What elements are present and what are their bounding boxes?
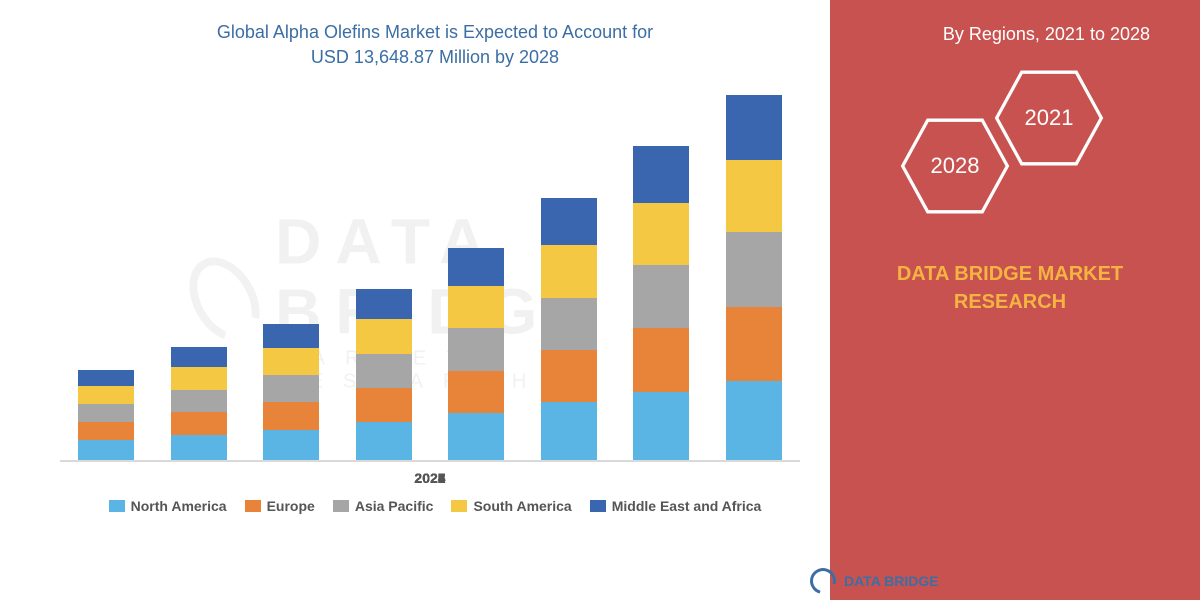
segment-south-america <box>356 319 412 353</box>
segment-north-america <box>171 435 227 460</box>
x-axis-line <box>60 460 800 462</box>
bar-stack <box>541 198 597 460</box>
segment-south-america <box>171 367 227 390</box>
bar-stack <box>633 146 689 460</box>
brand-text: DATA BRIDGE MARKET RESEARCH <box>880 260 1140 316</box>
segment-europe <box>356 388 412 422</box>
segment-middle-east-and-africa <box>78 370 134 386</box>
x-labels-container: 20212022202320242025202620272028 <box>60 464 800 490</box>
segment-south-america <box>541 245 597 297</box>
legend-label: South America <box>473 498 571 514</box>
legend-item-europe: Europe <box>245 498 315 514</box>
bar-2023 <box>256 324 326 461</box>
legend-label: North America <box>131 498 227 514</box>
segment-north-america <box>726 381 782 461</box>
segment-north-america <box>448 413 504 460</box>
segment-north-america <box>263 430 319 461</box>
chart-title-line2: USD 13,648.87 Million by 2028 <box>311 47 559 67</box>
legend-label: Europe <box>267 498 315 514</box>
legend-item-middle-east-and-africa: Middle East and Africa <box>590 498 762 514</box>
bar-2024 <box>349 289 419 461</box>
legend: North America Europe Asia Pacific South Ame… <box>60 498 810 514</box>
segment-south-america <box>633 203 689 265</box>
segment-middle-east-and-africa <box>448 248 504 286</box>
legend-label: Middle East and Africa <box>612 498 762 514</box>
bars-container <box>60 80 800 460</box>
bar-stack <box>356 289 412 461</box>
legend-swatch <box>333 500 349 512</box>
root: DATA BRIDGE MARKET RESEARCH Global Alpha… <box>0 0 1200 600</box>
segment-north-america <box>356 422 412 460</box>
segment-south-america <box>448 286 504 329</box>
segment-middle-east-and-africa <box>541 198 597 245</box>
segment-north-america <box>541 402 597 460</box>
segment-asia-pacific <box>633 265 689 328</box>
hexagon-graphic: 2028 2021 <box>890 70 1150 270</box>
segment-europe <box>78 422 134 440</box>
segment-europe <box>541 350 597 402</box>
segment-north-america <box>78 440 134 460</box>
legend-item-asia-pacific: Asia Pacific <box>333 498 434 514</box>
bar-stack <box>78 370 134 460</box>
footer-logo-text: DATA BRIDGE <box>844 573 939 589</box>
hex-label-b: 2021 <box>1025 105 1074 131</box>
legend-swatch <box>109 500 125 512</box>
segment-south-america <box>78 386 134 404</box>
brand-line2: RESEARCH <box>954 291 1066 313</box>
segment-europe <box>633 328 689 391</box>
segment-europe <box>263 402 319 429</box>
legend-item-south-america: South America <box>451 498 571 514</box>
segment-middle-east-and-africa <box>171 347 227 367</box>
segment-europe <box>726 307 782 381</box>
legend-swatch <box>590 500 606 512</box>
bar-2025 <box>441 248 511 461</box>
plot-area: 20212022202320242025202620272028 <box>60 80 800 490</box>
segment-asia-pacific <box>171 390 227 413</box>
segment-middle-east-and-africa <box>356 289 412 320</box>
bar-2022 <box>164 347 234 460</box>
segment-middle-east-and-africa <box>263 324 319 348</box>
chart-title: Global Alpha Olefins Market is Expected … <box>60 20 810 70</box>
segment-middle-east-and-africa <box>726 95 782 160</box>
segment-south-america <box>263 348 319 375</box>
legend-label: Asia Pacific <box>355 498 434 514</box>
segment-north-america <box>633 392 689 461</box>
x-label: 2028 <box>395 470 465 486</box>
segment-middle-east-and-africa <box>633 146 689 202</box>
legend-swatch <box>451 500 467 512</box>
bar-2027 <box>626 146 696 460</box>
segment-asia-pacific <box>78 404 134 422</box>
segment-asia-pacific <box>726 232 782 306</box>
bar-stack <box>263 324 319 461</box>
bar-2028 <box>719 95 789 461</box>
bar-2021 <box>71 370 141 460</box>
chart-title-line1: Global Alpha Olefins Market is Expected … <box>217 22 653 42</box>
segment-europe <box>171 412 227 435</box>
hex-year-2021: 2021 <box>994 70 1104 166</box>
bar-stack <box>171 347 227 460</box>
side-panel: By Regions, 2021 to 2028 2028 2021 DATA … <box>830 0 1200 600</box>
bar-stack <box>448 248 504 461</box>
legend-item-north-america: North America <box>109 498 227 514</box>
footer-logo-icon <box>805 563 841 599</box>
segment-asia-pacific <box>448 328 504 371</box>
segment-europe <box>448 371 504 414</box>
legend-swatch <box>245 500 261 512</box>
segment-south-america <box>726 160 782 232</box>
chart-panel: DATA BRIDGE MARKET RESEARCH Global Alpha… <box>0 0 830 600</box>
hex-label-a: 2028 <box>931 153 980 179</box>
brand-line1: DATA BRIDGE MARKET <box>897 263 1123 285</box>
footer-logo: DATA BRIDGE <box>810 568 939 594</box>
segment-asia-pacific <box>541 298 597 350</box>
bar-stack <box>726 95 782 461</box>
segment-asia-pacific <box>356 354 412 388</box>
side-title: By Regions, 2021 to 2028 <box>850 20 1180 45</box>
segment-asia-pacific <box>263 375 319 402</box>
bar-2026 <box>534 198 604 460</box>
